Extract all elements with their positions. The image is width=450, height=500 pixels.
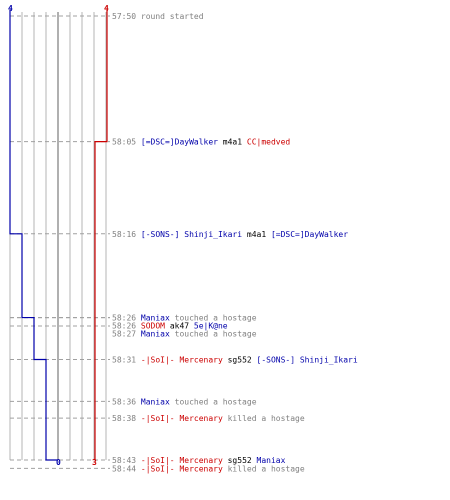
event-segment: 5e|K@ne xyxy=(194,322,228,331)
event-segment: Maniax xyxy=(141,314,170,323)
event-segment: [-SONS-] Shinji_Ikari xyxy=(141,230,242,239)
event-text: 58:36 Maniax touched a hostage xyxy=(112,397,257,406)
event-segment: m4a1 xyxy=(218,138,247,147)
event-text: 58:44 -|SoI|- Mercenary killed a hostage xyxy=(112,464,305,473)
team-red-start-count: 4 xyxy=(104,4,109,13)
event-segment: touched a hostage xyxy=(170,397,257,406)
event-segment: Maniax xyxy=(141,330,170,339)
event-text: 58:38 -|SoI|- Mercenary killed a hostage xyxy=(112,414,305,423)
event-text: 58:26 Maniax touched a hostage xyxy=(112,314,257,323)
event-segment: Maniax xyxy=(257,456,286,465)
event-segment: touched a hostage xyxy=(170,314,257,323)
event-segment: [-SONS-] Shinji_Ikari xyxy=(257,355,358,364)
team-blue-step-line xyxy=(9,10,58,461)
event-segment: SODOM xyxy=(141,322,165,331)
event-time: 58:31 xyxy=(112,355,141,364)
event-segment: ak47 xyxy=(165,322,194,331)
event-segment: m4a1 xyxy=(242,230,271,239)
team-blue-start-count: 4 xyxy=(8,4,13,13)
team-red-end-count: 3 xyxy=(92,458,97,467)
event-segment: killed a hostage xyxy=(223,464,305,473)
event-time: 58:27 xyxy=(112,330,141,339)
event-segment: [=DSC=]DayWalker xyxy=(141,138,218,147)
event-text: 58:43 -|SoI|- Mercenary sg552 Maniax xyxy=(112,456,286,465)
event-time: 58:43 xyxy=(112,456,141,465)
event-segment: touched a hostage xyxy=(170,330,257,339)
event-time: 58:44 xyxy=(112,464,141,473)
event-text: 58:05 [=DSC=]DayWalker m4a1 CC|medved xyxy=(112,138,290,147)
event-segment: sg552 xyxy=(223,456,257,465)
team-blue-end-count: 0 xyxy=(56,458,61,467)
event-text: 57:50 round started xyxy=(112,12,204,21)
event-segment: sg552 xyxy=(223,355,257,364)
event-time: 58:26 xyxy=(112,314,141,323)
event-time: 58:38 xyxy=(112,414,141,423)
event-segment: -|SoI|- Mercenary xyxy=(141,355,223,364)
event-segment: -|SoI|- Mercenary xyxy=(141,456,223,465)
event-time: 58:16 xyxy=(112,230,141,239)
event-time: 58:26 xyxy=(112,322,141,331)
event-time: 58:05 xyxy=(112,138,141,147)
event-time: 57:50 xyxy=(112,12,141,21)
event-segment: -|SoI|- Mercenary xyxy=(141,464,223,473)
event-text: 58:31 -|SoI|- Mercenary sg552 [-SONS-] S… xyxy=(112,355,358,364)
event-text: 58:27 Maniax touched a hostage xyxy=(112,330,257,339)
event-text: 58:16 [-SONS-] Shinji_Ikari m4a1 [=DSC=]… xyxy=(112,230,348,239)
event-segment: round started xyxy=(141,12,204,21)
event-segment: Maniax xyxy=(141,397,170,406)
event-segment: [=DSC=]DayWalker xyxy=(271,230,348,239)
team-red-step-line xyxy=(94,10,108,460)
event-segment: -|SoI|- Mercenary xyxy=(141,414,223,423)
event-text: 58:26 SODOM ak47 5e|K@ne xyxy=(112,322,228,331)
event-segment: CC|medved xyxy=(247,138,291,147)
event-time: 58:36 xyxy=(112,397,141,406)
event-segment: killed a hostage xyxy=(223,414,305,423)
